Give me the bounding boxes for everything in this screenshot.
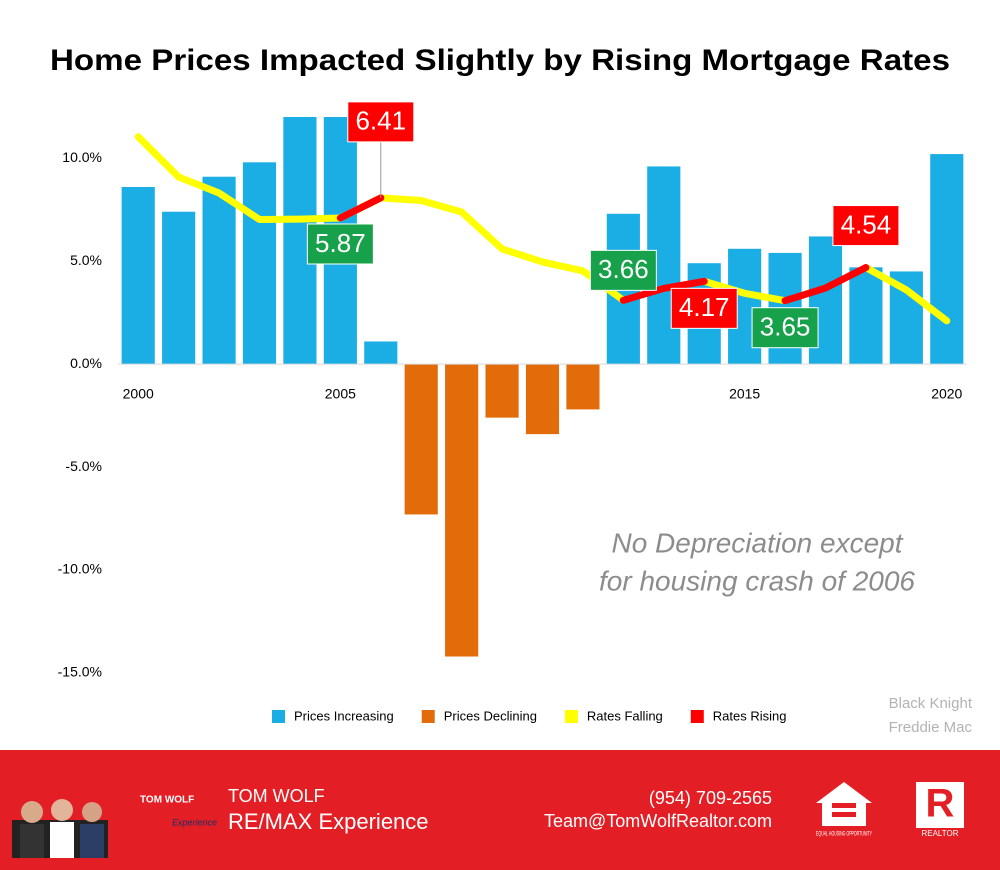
source: Black Knight <box>889 695 973 712</box>
x-tick-label: 2015 <box>729 386 760 402</box>
x-tick-label: 2020 <box>931 386 962 402</box>
bar-series <box>404 364 600 657</box>
legend-swatch <box>272 710 285 723</box>
email: Team@TomWolfRealtor.com <box>544 811 772 831</box>
bar <box>121 187 155 365</box>
realtor-logo: R REALTOR <box>916 782 964 838</box>
svg-text:R: R <box>926 782 955 826</box>
bar <box>202 176 236 365</box>
data-label: 5.87 <box>315 228 366 258</box>
bar <box>404 364 438 515</box>
y-tick-label: 0.0% <box>70 355 102 371</box>
y-tick-label: 5.0% <box>70 252 102 268</box>
rate-line <box>336 194 870 305</box>
bar <box>162 211 196 365</box>
y-tick-label: -5.0% <box>65 458 102 474</box>
legend-label: Rates Rising <box>713 708 787 723</box>
x-tick-label: 2000 <box>123 386 154 402</box>
bar <box>849 267 883 365</box>
source: Freddie Mac <box>889 719 973 736</box>
data-label: 3.66 <box>598 254 649 284</box>
legend-label: Prices Increasing <box>294 708 394 723</box>
logo-text: TOM WOLF <box>140 795 194 806</box>
label-box <box>832 205 900 247</box>
data-label: 6.41 <box>355 106 406 136</box>
annotation: for housing crash of 2006 <box>599 565 915 596</box>
bar <box>242 162 277 365</box>
phone: (954) 709-2565 <box>649 788 772 808</box>
bar <box>485 364 519 418</box>
label-box <box>751 307 819 349</box>
bar <box>566 364 600 410</box>
legend-label: Rates Falling <box>587 708 663 723</box>
y-tick-label: 10.0% <box>62 149 102 165</box>
data-label: 3.65 <box>760 312 811 342</box>
annotation: No Depreciation except <box>611 527 903 558</box>
bar <box>364 341 398 365</box>
company: RE/MAX Experience <box>228 809 429 834</box>
logo-text: Experience <box>172 817 217 827</box>
data-label: 4.17 <box>679 292 730 322</box>
data-label: 4.54 <box>841 209 892 239</box>
footer: TOM WOLF Experience TOM WOLF RE/MAX Expe… <box>0 750 1000 870</box>
logo-text: REALTOR <box>921 829 958 838</box>
y-tick-label: -15.0% <box>58 664 102 680</box>
bar <box>930 154 964 365</box>
legend-swatch <box>564 710 578 723</box>
agent-name: TOM WOLF <box>228 786 325 806</box>
logo-text: EQUAL HOUSING OPPORTUNITY <box>816 832 872 838</box>
label-box <box>589 249 657 291</box>
label-box <box>347 101 415 143</box>
legend-swatch <box>421 710 435 723</box>
team-photo <box>12 799 108 858</box>
label-box <box>306 223 374 265</box>
equal-housing-logo: EQUAL HOUSING OPPORTUNITY <box>816 782 872 838</box>
bar <box>525 364 560 435</box>
x-tick-label: 2005 <box>325 386 356 402</box>
label-box <box>670 287 738 329</box>
bar <box>445 364 479 657</box>
legend-label: Prices Declining <box>444 708 537 723</box>
y-tick-label: -10.0% <box>58 561 102 577</box>
chart-title: Home Prices Impacted Slightly by Rising … <box>50 44 950 77</box>
axis: 10.0% 5.0% 0.0% -5.0% -10.0% -15.0% 2000 2005 20… <box>58 149 963 680</box>
legend-swatch <box>690 710 704 723</box>
